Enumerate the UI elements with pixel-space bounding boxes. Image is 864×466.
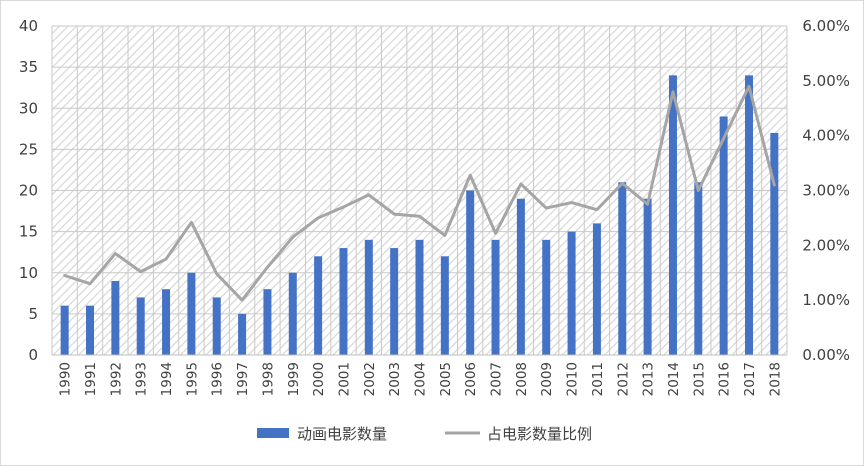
x-tick-label: 2009 xyxy=(539,362,555,396)
x-tick-label: 2001 xyxy=(336,362,352,396)
bar-2001 xyxy=(339,248,348,355)
right-tick-label: 4.00% xyxy=(802,127,850,145)
x-tick-label: 1998 xyxy=(260,362,276,396)
legend-bar-label: 动画电影数量 xyxy=(297,425,387,443)
bar-1994 xyxy=(162,289,171,355)
x-tick-label: 2002 xyxy=(362,362,378,396)
bar-2011 xyxy=(592,223,601,355)
bar-2006 xyxy=(466,190,475,355)
x-tick-label: 2006 xyxy=(463,362,479,396)
x-tick-label: 2007 xyxy=(489,362,505,396)
x-tick-label: 1996 xyxy=(210,362,226,396)
x-tick-label: 2010 xyxy=(565,362,581,396)
x-tick-label: 2017 xyxy=(742,362,758,396)
right-tick-label: 3.00% xyxy=(802,182,850,200)
x-tick-label: 2014 xyxy=(666,362,682,396)
bar-1991 xyxy=(86,305,95,355)
bar-2004 xyxy=(415,239,424,355)
bar-2003 xyxy=(390,248,399,355)
left-tick-label: 0 xyxy=(28,346,38,364)
left-tick-label: 20 xyxy=(19,182,38,200)
x-tick-label: 2018 xyxy=(767,362,783,396)
bar-2007 xyxy=(491,239,500,355)
bar-2017 xyxy=(744,75,753,355)
x-tick-label: 2016 xyxy=(717,362,733,396)
legend-bar-swatch xyxy=(257,428,289,438)
x-axis-ticks: 1990 1991 1992 1993 1994 1995 1996 1997 1998 1999… xyxy=(58,362,784,396)
left-tick-label: 15 xyxy=(19,223,38,241)
x-tick-label: 2005 xyxy=(438,362,454,396)
x-tick-label: 1994 xyxy=(159,362,175,396)
x-tick-label: 2004 xyxy=(413,362,429,396)
bar-1999 xyxy=(288,272,297,355)
bar-1993 xyxy=(136,297,145,355)
bar-1996 xyxy=(212,297,221,355)
bar-1998 xyxy=(263,289,272,355)
x-tick-label: 2012 xyxy=(615,362,631,396)
right-tick-label: 0.00% xyxy=(802,346,850,364)
bar-2013 xyxy=(643,198,652,355)
left-tick-label: 40 xyxy=(19,17,38,35)
bar-2008 xyxy=(516,198,525,355)
bar-2018 xyxy=(770,132,779,355)
left-axis-ticks: 0 5 10 15 20 25 30 35 40 xyxy=(19,17,38,364)
x-tick-label: 1991 xyxy=(83,362,99,396)
x-tick-label: 1995 xyxy=(184,362,200,396)
bar-1992 xyxy=(111,280,120,355)
x-tick-label: 1990 xyxy=(58,362,74,396)
x-tick-label: 1997 xyxy=(235,362,251,396)
right-tick-label: 2.00% xyxy=(802,236,850,254)
x-tick-label: 1993 xyxy=(134,362,150,396)
legend: 动画电影数量 占电影数量比例 xyxy=(257,425,592,443)
left-tick-label: 25 xyxy=(19,140,38,158)
right-tick-label: 6.00% xyxy=(802,17,850,35)
bar-2009 xyxy=(542,239,551,355)
bar-2002 xyxy=(364,239,373,355)
bar-2015 xyxy=(694,182,703,355)
bar-2010 xyxy=(567,231,576,355)
right-tick-label: 1.00% xyxy=(802,291,850,309)
left-tick-label: 10 xyxy=(19,264,38,282)
bar-series xyxy=(60,75,779,355)
bar-2014 xyxy=(668,75,677,355)
x-tick-label: 2013 xyxy=(641,362,657,396)
left-tick-label: 35 xyxy=(19,58,38,76)
x-tick-label: 2000 xyxy=(311,362,327,396)
x-tick-label: 2015 xyxy=(691,362,707,396)
x-tick-label: 1999 xyxy=(286,362,302,396)
bar-1997 xyxy=(238,313,247,355)
x-tick-label: 2011 xyxy=(590,362,606,396)
bar-2000 xyxy=(314,256,323,355)
x-tick-label: 2003 xyxy=(387,362,403,396)
right-axis-ticks: 0.00% 1.00% 2.00% 3.00% 4.00% 5.00% 6.00% xyxy=(802,17,850,364)
bar-2012 xyxy=(618,182,627,355)
bar-2005 xyxy=(440,256,449,355)
bar-1990 xyxy=(60,305,69,355)
bar-1995 xyxy=(187,272,196,355)
line-series xyxy=(63,84,776,302)
bar-2016 xyxy=(719,116,728,355)
x-tick-label: 1992 xyxy=(108,362,124,396)
left-tick-label: 30 xyxy=(19,99,38,117)
left-tick-label: 5 xyxy=(28,305,38,323)
x-tick-label: 2008 xyxy=(514,362,530,396)
legend-line-label: 占电影数量比例 xyxy=(487,425,592,443)
right-tick-label: 5.00% xyxy=(802,72,850,90)
